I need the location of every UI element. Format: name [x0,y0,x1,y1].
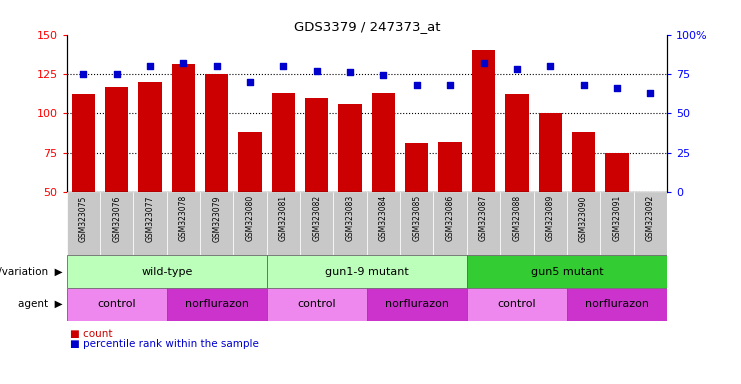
Bar [267,192,300,255]
Point [477,60,489,66]
Text: norflurazon: norflurazon [585,299,649,310]
Point [511,66,522,72]
Text: genotype/variation  ▶: genotype/variation ▶ [0,266,63,277]
Text: GSM323085: GSM323085 [412,195,422,242]
Point [411,82,422,88]
Text: norflurazon: norflurazon [385,299,449,310]
Bar [67,192,100,255]
Bar [600,192,634,255]
Bar [605,153,628,192]
Text: wild-type: wild-type [141,266,193,277]
Point [344,69,356,75]
Bar [400,192,433,255]
Text: GSM323083: GSM323083 [345,195,355,242]
Bar [572,132,595,192]
Text: GSM323082: GSM323082 [312,195,322,241]
Text: GSM323091: GSM323091 [612,195,622,242]
Bar [500,192,534,255]
Bar [405,143,428,192]
Bar [172,65,195,192]
Bar [267,255,467,288]
Title: GDS3379 / 247373_at: GDS3379 / 247373_at [293,20,440,33]
Text: GSM323089: GSM323089 [545,195,555,242]
Text: GSM323081: GSM323081 [279,195,288,241]
Text: control: control [497,299,536,310]
Bar [200,192,233,255]
Bar [267,288,367,321]
Bar [239,132,262,192]
Bar [539,113,562,192]
Bar [467,255,667,288]
Text: agent  ▶: agent ▶ [19,299,63,310]
Text: norflurazon: norflurazon [185,299,249,310]
Point [577,82,589,88]
Text: GSM323084: GSM323084 [379,195,388,242]
Bar [167,192,200,255]
Bar [505,94,528,192]
Text: GSM323086: GSM323086 [445,195,455,242]
Point [310,68,322,74]
Point [544,63,556,69]
Bar [233,192,267,255]
Point [644,90,657,96]
Text: ■ count: ■ count [70,329,113,339]
Text: GSM323088: GSM323088 [512,195,522,241]
Bar [534,192,567,255]
Bar [167,288,267,321]
Bar [367,192,400,255]
Text: GSM323090: GSM323090 [579,195,588,242]
Text: GSM323075: GSM323075 [79,195,88,242]
Text: GSM323077: GSM323077 [145,195,155,242]
Text: GSM323087: GSM323087 [479,195,488,242]
Bar [139,82,162,192]
Text: gun5 mutant: gun5 mutant [531,266,603,277]
Text: control: control [297,299,336,310]
Bar [472,50,495,192]
Point [144,63,156,69]
Bar [333,192,367,255]
Point [277,63,289,69]
Text: ■ percentile rank within the sample: ■ percentile rank within the sample [70,339,259,349]
Text: GSM323092: GSM323092 [645,195,655,242]
Bar [567,288,667,321]
Text: GSM323076: GSM323076 [112,195,122,242]
Bar [67,288,167,321]
Bar [305,98,328,192]
Bar [433,192,467,255]
Text: GSM323078: GSM323078 [179,195,188,242]
Bar [272,93,295,192]
Point [244,79,256,85]
Bar [467,192,500,255]
Bar [100,192,133,255]
Bar [300,192,333,255]
Bar [339,104,362,192]
Point [611,85,622,91]
Point [177,60,189,66]
Bar [567,192,600,255]
Point [77,71,89,77]
Point [210,63,222,69]
Bar [372,93,395,192]
Bar [105,86,128,192]
Bar [439,142,462,192]
Point [378,73,390,79]
Bar [467,288,567,321]
Bar [634,192,667,255]
Text: control: control [97,299,136,310]
Point [111,71,123,77]
Bar [367,288,467,321]
Point [444,82,456,88]
Text: GSM323080: GSM323080 [245,195,255,242]
Text: gun1-9 mutant: gun1-9 mutant [325,266,409,277]
Bar [205,74,228,192]
Bar [72,94,95,192]
Text: GSM323079: GSM323079 [212,195,222,242]
Bar [133,192,167,255]
Bar [67,255,267,288]
